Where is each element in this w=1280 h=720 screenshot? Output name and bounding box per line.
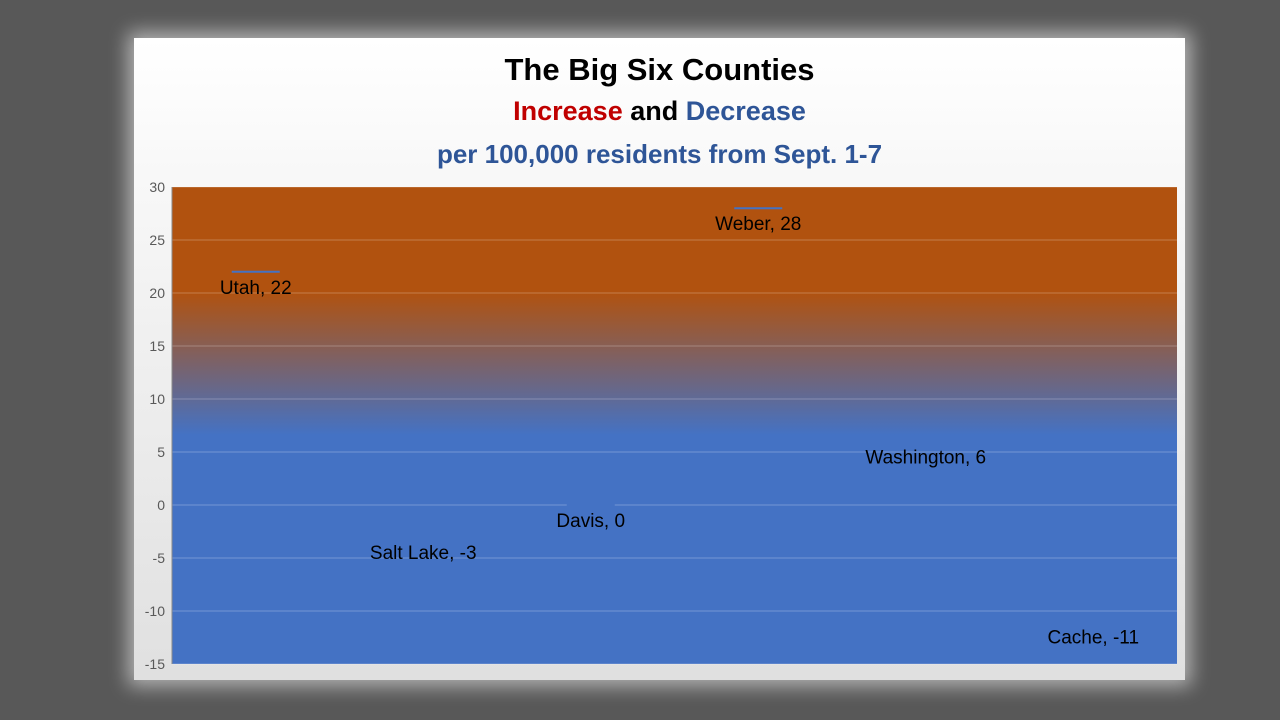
y-tick-label: 20: [149, 285, 165, 301]
plot-area: [172, 187, 1177, 664]
data-point-label: Cache, -11: [1047, 628, 1139, 649]
data-point-label: Salt Lake, -3: [370, 543, 477, 564]
y-tick-label: 15: [149, 338, 165, 354]
data-point-label: Davis, 0: [556, 511, 625, 532]
y-tick-label: 30: [149, 179, 165, 195]
y-tick-label: 25: [149, 232, 165, 248]
y-tick-label: 10: [149, 391, 165, 407]
subtitle-decrease-word: Decrease: [685, 96, 806, 126]
chart-plot: 30 25 20 15 10 5 0 -5 -10 -15 Utah, 22 Salt Lake, …: [145, 179, 1177, 672]
chart-card: The Big Six Counties Increase and Decrea…: [134, 38, 1185, 680]
subtitle-increase-word: Increase: [513, 96, 623, 126]
chart-title: The Big Six Counties: [504, 52, 815, 87]
data-point-label: Weber, 28: [715, 214, 801, 235]
data-point-label: Washington, 6: [865, 447, 986, 468]
y-tick-label: -5: [153, 550, 166, 566]
y-tick-label: -10: [145, 603, 165, 619]
chart-subtitle-line-2: Increase and Decrease: [134, 96, 1185, 127]
data-point-label: Utah, 22: [220, 278, 292, 299]
y-tick-label: -15: [145, 656, 165, 672]
y-tick-label: 5: [157, 444, 165, 460]
y-tick-label: 0: [157, 497, 165, 513]
chart-subtitle-line-3: per 100,000 residents from Sept. 1-7: [436, 139, 883, 169]
subtitle-and-word: and: [630, 96, 679, 126]
